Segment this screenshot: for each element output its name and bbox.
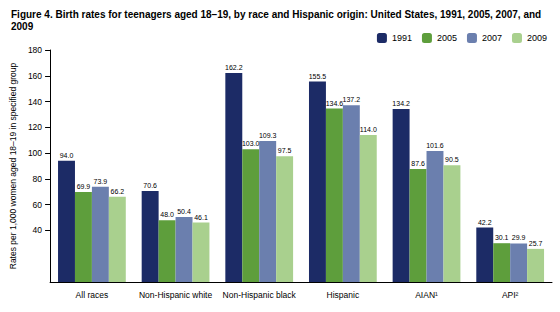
svg-text:Hispanic: Hispanic	[327, 290, 360, 300]
svg-text:103.0: 103.0	[242, 140, 260, 147]
svg-text:2009: 2009	[11, 21, 34, 32]
svg-text:42.2: 42.2	[478, 219, 492, 226]
svg-text:AIAN¹: AIAN¹	[415, 290, 438, 300]
svg-text:2005: 2005	[437, 33, 457, 43]
svg-text:97.5: 97.5	[278, 147, 292, 154]
svg-text:Non-Hispanic black: Non-Hispanic black	[223, 290, 297, 300]
svg-text:Figure 4. Birth rates for teen: Figure 4. Birth rates for teenagers aged…	[11, 9, 544, 20]
svg-text:87.6: 87.6	[411, 160, 425, 167]
svg-text:1991: 1991	[392, 33, 412, 43]
svg-text:48.0: 48.0	[160, 211, 174, 218]
svg-text:162.2: 162.2	[225, 64, 243, 71]
svg-text:155.5: 155.5	[309, 73, 327, 80]
svg-text:60: 60	[33, 200, 43, 210]
svg-text:Non-Hispanic white: Non-Hispanic white	[139, 290, 212, 300]
svg-text:30.1: 30.1	[495, 234, 509, 241]
svg-text:134.6: 134.6	[326, 100, 344, 107]
svg-text:API²: API²	[502, 290, 519, 300]
svg-text:40: 40	[33, 225, 43, 235]
svg-text:73.9: 73.9	[94, 178, 108, 185]
svg-text:All races: All races	[76, 290, 109, 300]
svg-text:66.2: 66.2	[111, 188, 125, 195]
svg-text:80: 80	[33, 174, 43, 184]
svg-text:70.6: 70.6	[143, 182, 157, 189]
svg-text:109.3: 109.3	[259, 132, 277, 139]
svg-text:29.9: 29.9	[512, 234, 526, 241]
svg-text:Rates per 1,000 women aged 18–: Rates per 1,000 women aged 18–19 in spec…	[8, 62, 18, 269]
svg-text:120: 120	[28, 122, 42, 132]
svg-text:100: 100	[28, 148, 42, 158]
svg-text:160: 160	[28, 71, 42, 81]
svg-text:50.4: 50.4	[177, 208, 191, 215]
svg-text:25.7: 25.7	[529, 240, 543, 247]
svg-text:2007: 2007	[482, 33, 502, 43]
svg-text:90.5: 90.5	[445, 156, 459, 163]
svg-text:137.2: 137.2	[343, 96, 361, 103]
svg-text:180: 180	[28, 45, 42, 55]
svg-text:140: 140	[28, 97, 42, 107]
svg-text:134.2: 134.2	[392, 100, 410, 107]
svg-text:114.0: 114.0	[360, 126, 377, 133]
svg-text:101.6: 101.6	[426, 142, 444, 149]
svg-text:46.1: 46.1	[194, 214, 208, 221]
svg-text:94.0: 94.0	[60, 152, 74, 159]
svg-text:69.9: 69.9	[77, 183, 91, 190]
svg-text:2009: 2009	[527, 33, 547, 43]
